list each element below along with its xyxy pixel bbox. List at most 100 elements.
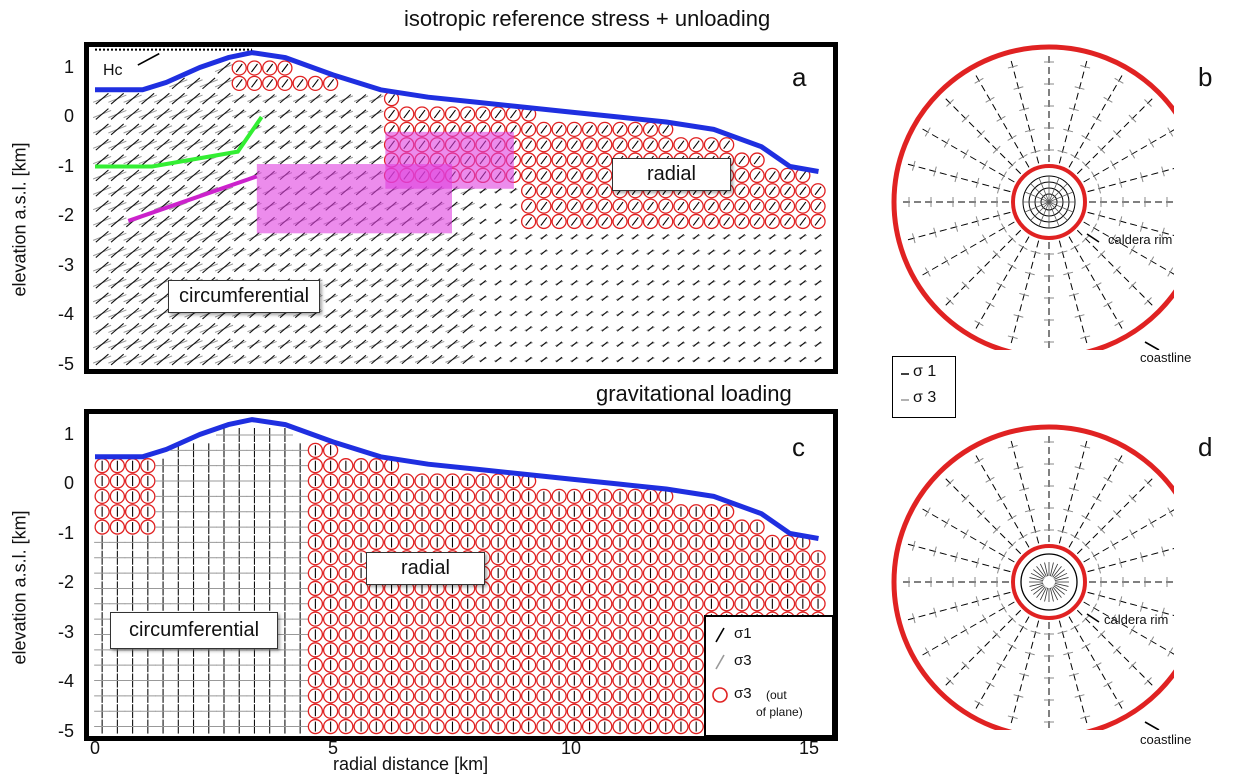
stress-circle-symbol — [749, 534, 765, 551]
stress-circle-symbol — [353, 596, 369, 612]
s1-tick-symbol — [186, 92, 201, 105]
s3-trajectory-tick — [1161, 546, 1165, 557]
s1-tick-symbol — [723, 264, 730, 271]
stress-tick-symbol — [677, 217, 685, 226]
stress-tick-symbol — [235, 79, 243, 88]
stress-circle-symbol — [520, 703, 537, 719]
s1-tick-symbol — [647, 356, 654, 363]
s3-trajectory-tick — [985, 476, 995, 483]
s1-tick-symbol — [249, 354, 260, 365]
s3-trajectory-tick — [1057, 149, 1068, 154]
stress-circle-symbol — [307, 703, 324, 719]
s1-tick-symbol — [264, 124, 275, 134]
stress-circle-symbol — [749, 152, 765, 168]
s3-trajectory-tick — [911, 540, 916, 551]
stress-circle-symbol — [429, 688, 445, 704]
s1-tick-symbol — [217, 261, 231, 274]
stress-circle-symbol — [581, 580, 598, 597]
s3-trajectory-tick — [1007, 643, 1017, 650]
stress-circle-symbol — [566, 183, 582, 199]
s1-tick-symbol — [677, 295, 685, 301]
s3-trajectory-tick — [1092, 115, 1102, 122]
stress-circle-symbol — [703, 550, 720, 566]
s3-trajectory-tick — [1139, 221, 1144, 232]
stress-circle-symbol — [627, 534, 643, 551]
s3-trajectory-tick — [996, 563, 1001, 574]
s1-tick-symbol — [601, 264, 608, 271]
s1-tick-symbol — [171, 184, 185, 197]
stress-circle-symbol — [353, 534, 369, 551]
s1-tick-symbol — [386, 278, 397, 288]
s3-trajectory-tick — [1057, 630, 1068, 635]
stress-circle-symbol — [399, 473, 415, 489]
s3-trajectory-tick — [1063, 508, 1074, 513]
s3-trajectory-tick — [985, 301, 995, 308]
s1-tick-symbol — [217, 123, 231, 136]
s1-tick-symbol — [202, 323, 216, 335]
s1-tick-symbol — [355, 354, 367, 365]
stress-circle-symbol — [520, 519, 537, 535]
stress-tick-symbol — [525, 109, 533, 119]
s1-tick-symbol — [601, 249, 608, 255]
s1-tick-symbol — [693, 310, 700, 317]
stress-circle-symbol — [764, 534, 780, 551]
s3-trajectory-tick — [943, 138, 950, 148]
s1-tick-symbol — [495, 295, 502, 301]
s1-tick-symbol — [586, 341, 593, 348]
s1-tick-symbol — [616, 326, 624, 332]
stress-circle-symbol — [688, 626, 704, 643]
s1-tick-symbol — [540, 295, 548, 301]
inner-radial — [1029, 582, 1044, 587]
stress-circle-symbol — [658, 596, 674, 612]
s1-tick-symbol — [571, 356, 578, 363]
stress-circle-symbol — [246, 60, 263, 76]
s1-tick-symbol — [510, 203, 517, 209]
s1-tick-symbol — [249, 155, 260, 165]
stress-circle-symbol — [536, 213, 552, 230]
stress-circle-symbol — [642, 688, 659, 704]
stress-tick-symbol — [738, 171, 746, 180]
s1-tick-symbol — [310, 324, 321, 334]
stress-tick-symbol — [631, 201, 639, 211]
s1-tick-symbol — [141, 92, 155, 105]
s1-trajectory — [1083, 129, 1174, 183]
s3-trajectory-tick — [977, 645, 986, 654]
stress-circle-symbol — [719, 504, 735, 520]
stress-circle-symbol — [307, 626, 324, 643]
stress-circle-symbol — [460, 106, 476, 122]
s1-tick-symbol — [769, 233, 776, 240]
s1-tick-symbol — [325, 354, 336, 365]
s1-tick-symbol — [525, 341, 532, 348]
s1-tick-symbol — [125, 169, 140, 182]
s3-trajectory-tick — [946, 479, 954, 487]
stress-circle-symbol — [551, 688, 567, 704]
s1-trajectory — [1083, 509, 1174, 563]
stress-circle-symbol — [566, 198, 582, 214]
stress-circle-symbol — [779, 167, 796, 184]
s3-trajectory-tick — [1024, 508, 1035, 513]
s1-tick-symbol — [416, 232, 428, 242]
stress-circle-symbol — [414, 106, 430, 122]
s1-trajectory — [1058, 437, 1089, 544]
stress-circle-symbol — [688, 550, 704, 566]
stress-circle-symbol — [307, 550, 324, 566]
s1-tick-symbol — [462, 278, 473, 288]
stress-circle-symbol — [612, 580, 628, 597]
s1-tick-symbol — [632, 326, 639, 332]
stress-circle-symbol — [490, 626, 506, 643]
s3-trajectory-tick — [1019, 292, 1030, 297]
stress-circle-symbol — [536, 152, 552, 168]
stress-circle-symbol — [505, 672, 522, 689]
s1-tick-symbol — [510, 310, 517, 317]
s3-trajectory-tick — [1070, 244, 1080, 250]
stress-circle-symbol — [429, 504, 445, 520]
s1-tick-symbol — [462, 247, 473, 257]
y-tick-label: -4 — [57, 304, 74, 324]
s1-tick-symbol — [769, 326, 776, 332]
stress-circle-symbol — [749, 550, 765, 566]
s1-tick-symbol — [110, 292, 125, 304]
stress-circle-symbol — [338, 473, 354, 489]
inner-radial — [1048, 191, 1074, 203]
panel-c-legend: σ1 σ3 σ3 (out of plane) — [704, 615, 834, 737]
s1-tick-symbol — [355, 308, 367, 319]
